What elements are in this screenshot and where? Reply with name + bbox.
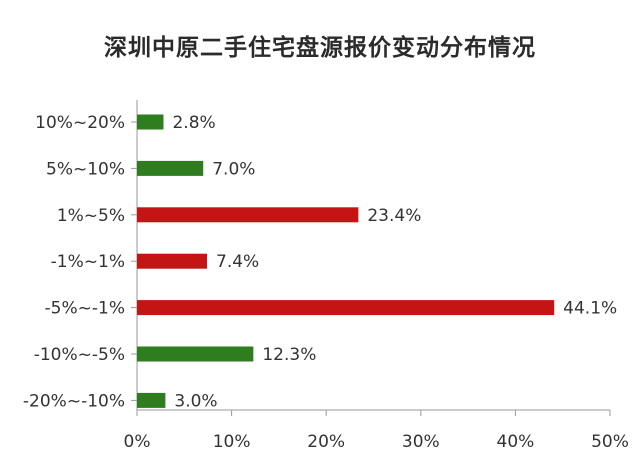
category-label: -5%~-1% bbox=[45, 299, 125, 319]
x-tick-label: 50% bbox=[591, 432, 629, 452]
bar bbox=[137, 392, 166, 408]
bar bbox=[137, 253, 208, 269]
data-label: 7.0% bbox=[212, 159, 255, 179]
data-label: 12.3% bbox=[262, 345, 316, 365]
x-tick-label: 10% bbox=[213, 432, 251, 452]
category-label: -20%~-10% bbox=[23, 391, 125, 411]
data-label: 23.4% bbox=[367, 206, 421, 226]
bar bbox=[137, 207, 359, 223]
category-label: 5%~10% bbox=[46, 159, 125, 179]
bar bbox=[137, 160, 204, 176]
data-label: 44.1% bbox=[563, 299, 617, 319]
data-label: 7.4% bbox=[216, 252, 259, 272]
data-label: 3.0% bbox=[174, 391, 217, 411]
bar bbox=[137, 114, 164, 130]
chart-title: 深圳中原二手住宅盘源报价变动分布情况 bbox=[104, 35, 536, 61]
data-label: 2.8% bbox=[172, 113, 215, 133]
category-label: 1%~5% bbox=[57, 206, 125, 226]
category-label: -1%~1% bbox=[51, 252, 125, 272]
bar bbox=[137, 346, 254, 362]
x-tick-label: 20% bbox=[307, 432, 345, 452]
category-label: -10%~-5% bbox=[34, 345, 125, 365]
bar bbox=[137, 300, 555, 316]
x-tick-label: 40% bbox=[497, 432, 535, 452]
category-label: 10%~20% bbox=[35, 113, 125, 133]
x-tick-label: 0% bbox=[124, 432, 151, 452]
x-tick-label: 30% bbox=[402, 432, 440, 452]
